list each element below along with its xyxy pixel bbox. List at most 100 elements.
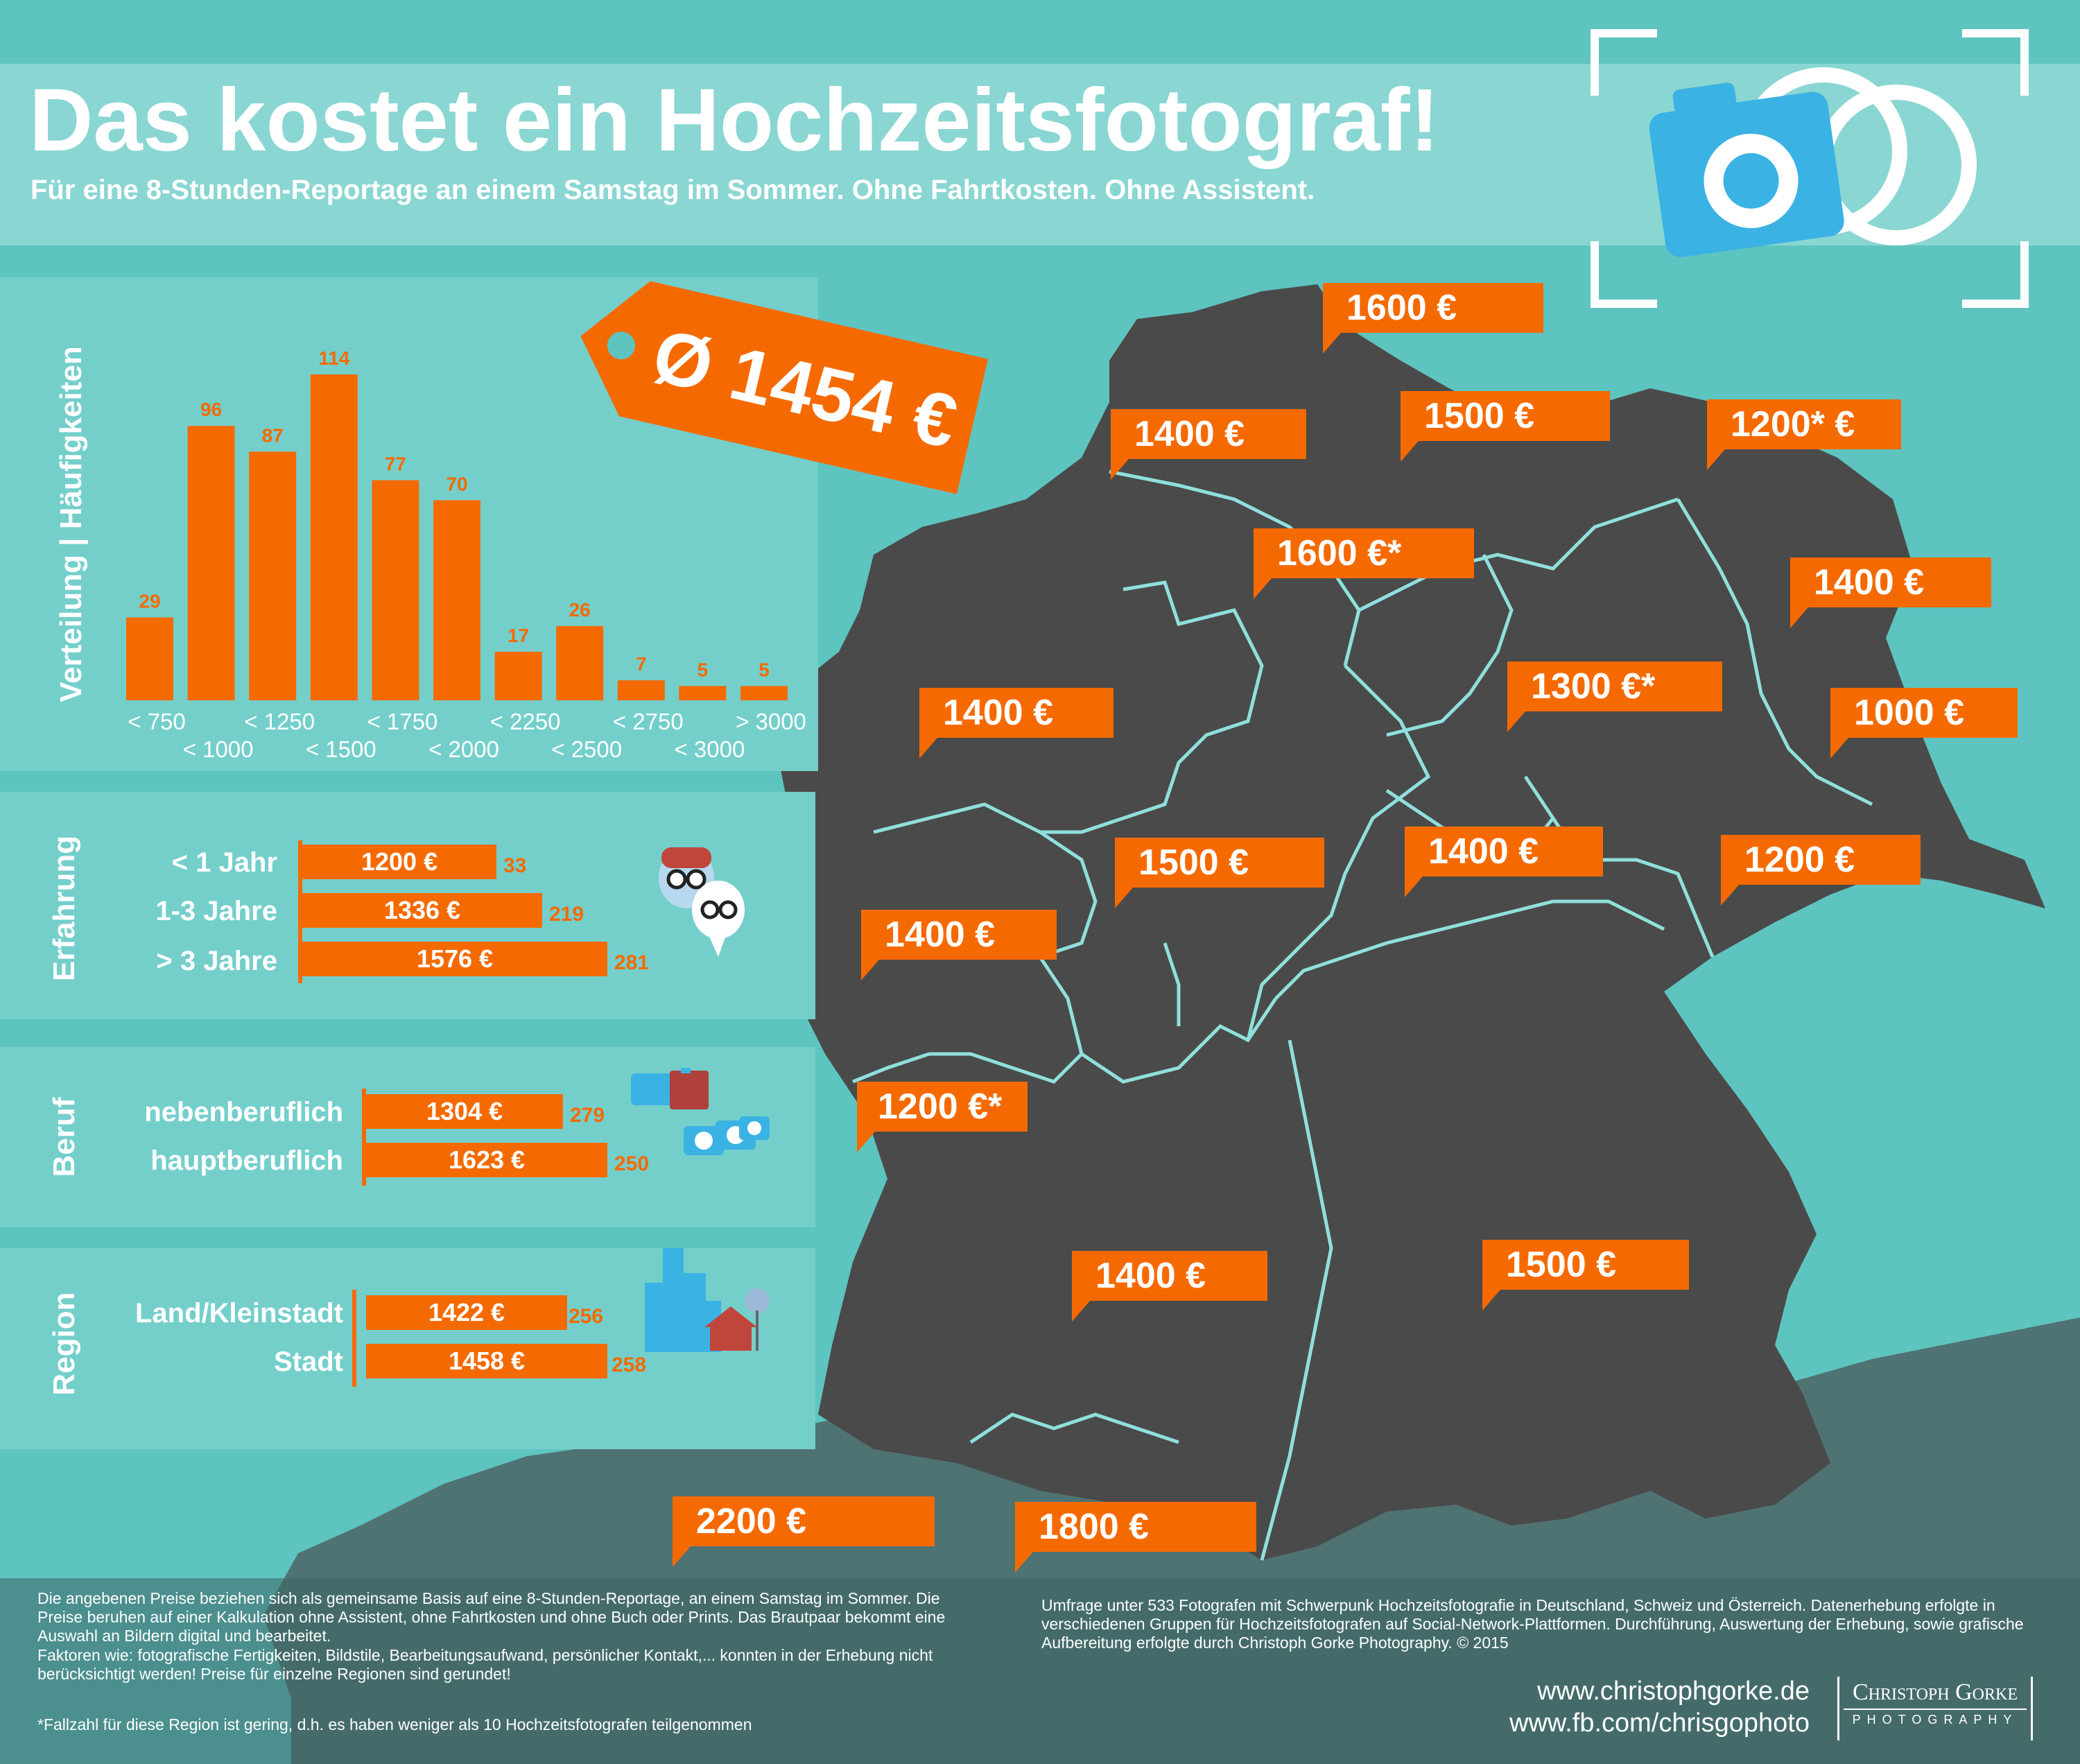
profession-bar: 1304 € [366,1094,563,1129]
experience-count: 281 [614,951,650,974]
histogram-value-label: 96 [200,399,222,420]
histogram-value-label: 7 [636,653,647,675]
brand-logo-name: Christoph Gorke [1853,1679,2018,1705]
histogram-tick-label: < 1750 [367,709,437,734]
footer-survey-note: Umfrage unter 533 Fotografen mit Schwerp… [1041,1596,2024,1652]
histogram-bar [617,680,665,700]
experience-bar: 1336 € [302,893,542,928]
map-price-label: 1400 € [1405,827,1603,897]
histogram-bar [372,480,419,700]
map-price-label: 1400 € [919,688,1113,759]
map-price-label: 1400 € [1072,1251,1267,1322]
histogram-bar [556,625,604,700]
histogram-value-label: 5 [697,659,709,680]
map-price-label: 1600 € [1323,283,1543,354]
histogram-bar [740,686,788,700]
map-price-label: 1200 € [1721,835,1921,906]
histogram-value-label: 77 [385,453,406,475]
facebook-link[interactable]: www.fb.com/chrisgophoto [1509,1709,1810,1738]
map-price-label: 1000 € [1830,688,2018,759]
histogram-tick-label: < 2500 [551,736,622,762]
experience-axis [298,840,302,983]
histogram-tick-label: < 3000 [674,736,745,762]
profession-title: Beruf [47,1097,81,1177]
camera-icon [1649,83,1844,257]
experience-title: Erfahrung [47,835,81,982]
profession-label: nebenberuflich [144,1097,343,1127]
region-count: 258 [612,1354,647,1376]
histogram-bar [187,426,235,700]
histogram-value-label: 114 [318,347,350,369]
histogram-tick-label: > 3000 [736,709,806,734]
map-price-label: 1400 € [1111,409,1306,480]
region-title: Region [47,1292,81,1396]
experience-count: 33 [503,854,527,877]
profession-label: hauptberuflich [150,1145,343,1176]
experience-bar: 1200 € [302,845,496,879]
city-house-icon [645,1248,770,1352]
histogram-bar [310,374,358,700]
histogram-value-label: 17 [508,625,529,646]
histogram-bar [249,451,297,700]
map-price-label: 1800 € [1015,1502,1256,1573]
map-price-label: 2200 € [673,1496,935,1567]
map-price-label: 1500 € [1482,1240,1689,1311]
brand-logo-sub: PHOTOGRAPHY [1852,1713,2018,1727]
region-axis [352,1290,356,1387]
footer-note: Die angebenen Preise beziehen sich als g… [37,1589,946,1645]
map-price-label: 1500 € [1115,838,1324,908]
cameras-icon [631,1068,770,1155]
brand-logo-divider [1844,1709,2027,1710]
camera-logo [1591,29,2029,308]
region-bar: 1458 € [366,1344,607,1378]
experience-bar: 1576 € [302,942,607,976]
map-price-label: 1400 € [861,910,1057,980]
histogram-bar [494,651,542,700]
histogram-value-label: 29 [139,590,160,612]
region-bar: 1422 € [366,1295,567,1330]
map-price-label: 1300 €* [1507,662,1722,732]
histogram-tick-label: < 750 [128,709,186,734]
histogram-bar [433,500,480,700]
histogram-bar [126,617,173,700]
histogram-tick-label: < 1250 [244,709,315,734]
map-price-label: 1200* € [1707,399,1901,470]
viewfinder-icon [1591,29,2029,308]
histogram-tick-label: < 2750 [613,709,684,734]
experience-count: 219 [549,903,584,926]
histogram-value-label: 70 [446,473,467,494]
website-link[interactable]: www.christophgorke.de [1537,1677,1810,1706]
map-price-label: 1400 € [1790,557,1991,628]
histogram-tick-label: < 1500 [306,736,376,762]
region-count: 256 [569,1305,604,1328]
page-title: Das kostet ein Hochzeitsfotograf! [29,71,1440,170]
map-price-label: 1200 €* [857,1082,1028,1152]
state-borders [852,469,1873,1561]
profession-count: 250 [614,1152,650,1175]
histogram-tick-label: < 1000 [183,736,254,762]
region-label: Land/Kleinstadt [135,1298,343,1329]
footer-note: Faktoren wie: fotografische Fertigkeiten… [37,1646,933,1683]
experience-label: 1-3 Jahre [155,896,277,926]
experience-label: > 3 Jahre [156,946,277,976]
region-label: Stadt [274,1347,343,1377]
photographer-faces-icon [659,847,745,957]
histogram-bar [679,686,727,700]
page-subtitle: Für eine 8-Stunden-Reportage an einem Sa… [31,175,1315,205]
profession-axis [362,1089,366,1186]
map-price-label: 1500 € [1401,391,1610,462]
map-price-label: 1600 €* [1254,528,1474,599]
germany-map [763,284,2045,1560]
price-tag: Ø 1454 € [580,281,989,494]
experience-label: < 1 Jahr [171,847,277,878]
profession-bar: 1623 € [366,1143,607,1177]
histogram-value-label: 5 [759,659,770,680]
histogram-value-label: 26 [569,599,591,621]
histogram-chart: 29 < 750 96 < 1000 87 < 1250 114 < 1500 77 < 1750… [126,347,806,762]
profession-count: 279 [570,1104,605,1127]
histogram-tick-label: < 2250 [490,709,561,734]
footer [0,1578,2080,1764]
footer-footnote: *Fallzahl für diese Region ist gering, d… [37,1715,752,1733]
histogram-tick-label: < 2000 [428,736,499,762]
brand-logo: Christoph Gorke PHOTOGRAPHY [1837,1677,2033,1740]
